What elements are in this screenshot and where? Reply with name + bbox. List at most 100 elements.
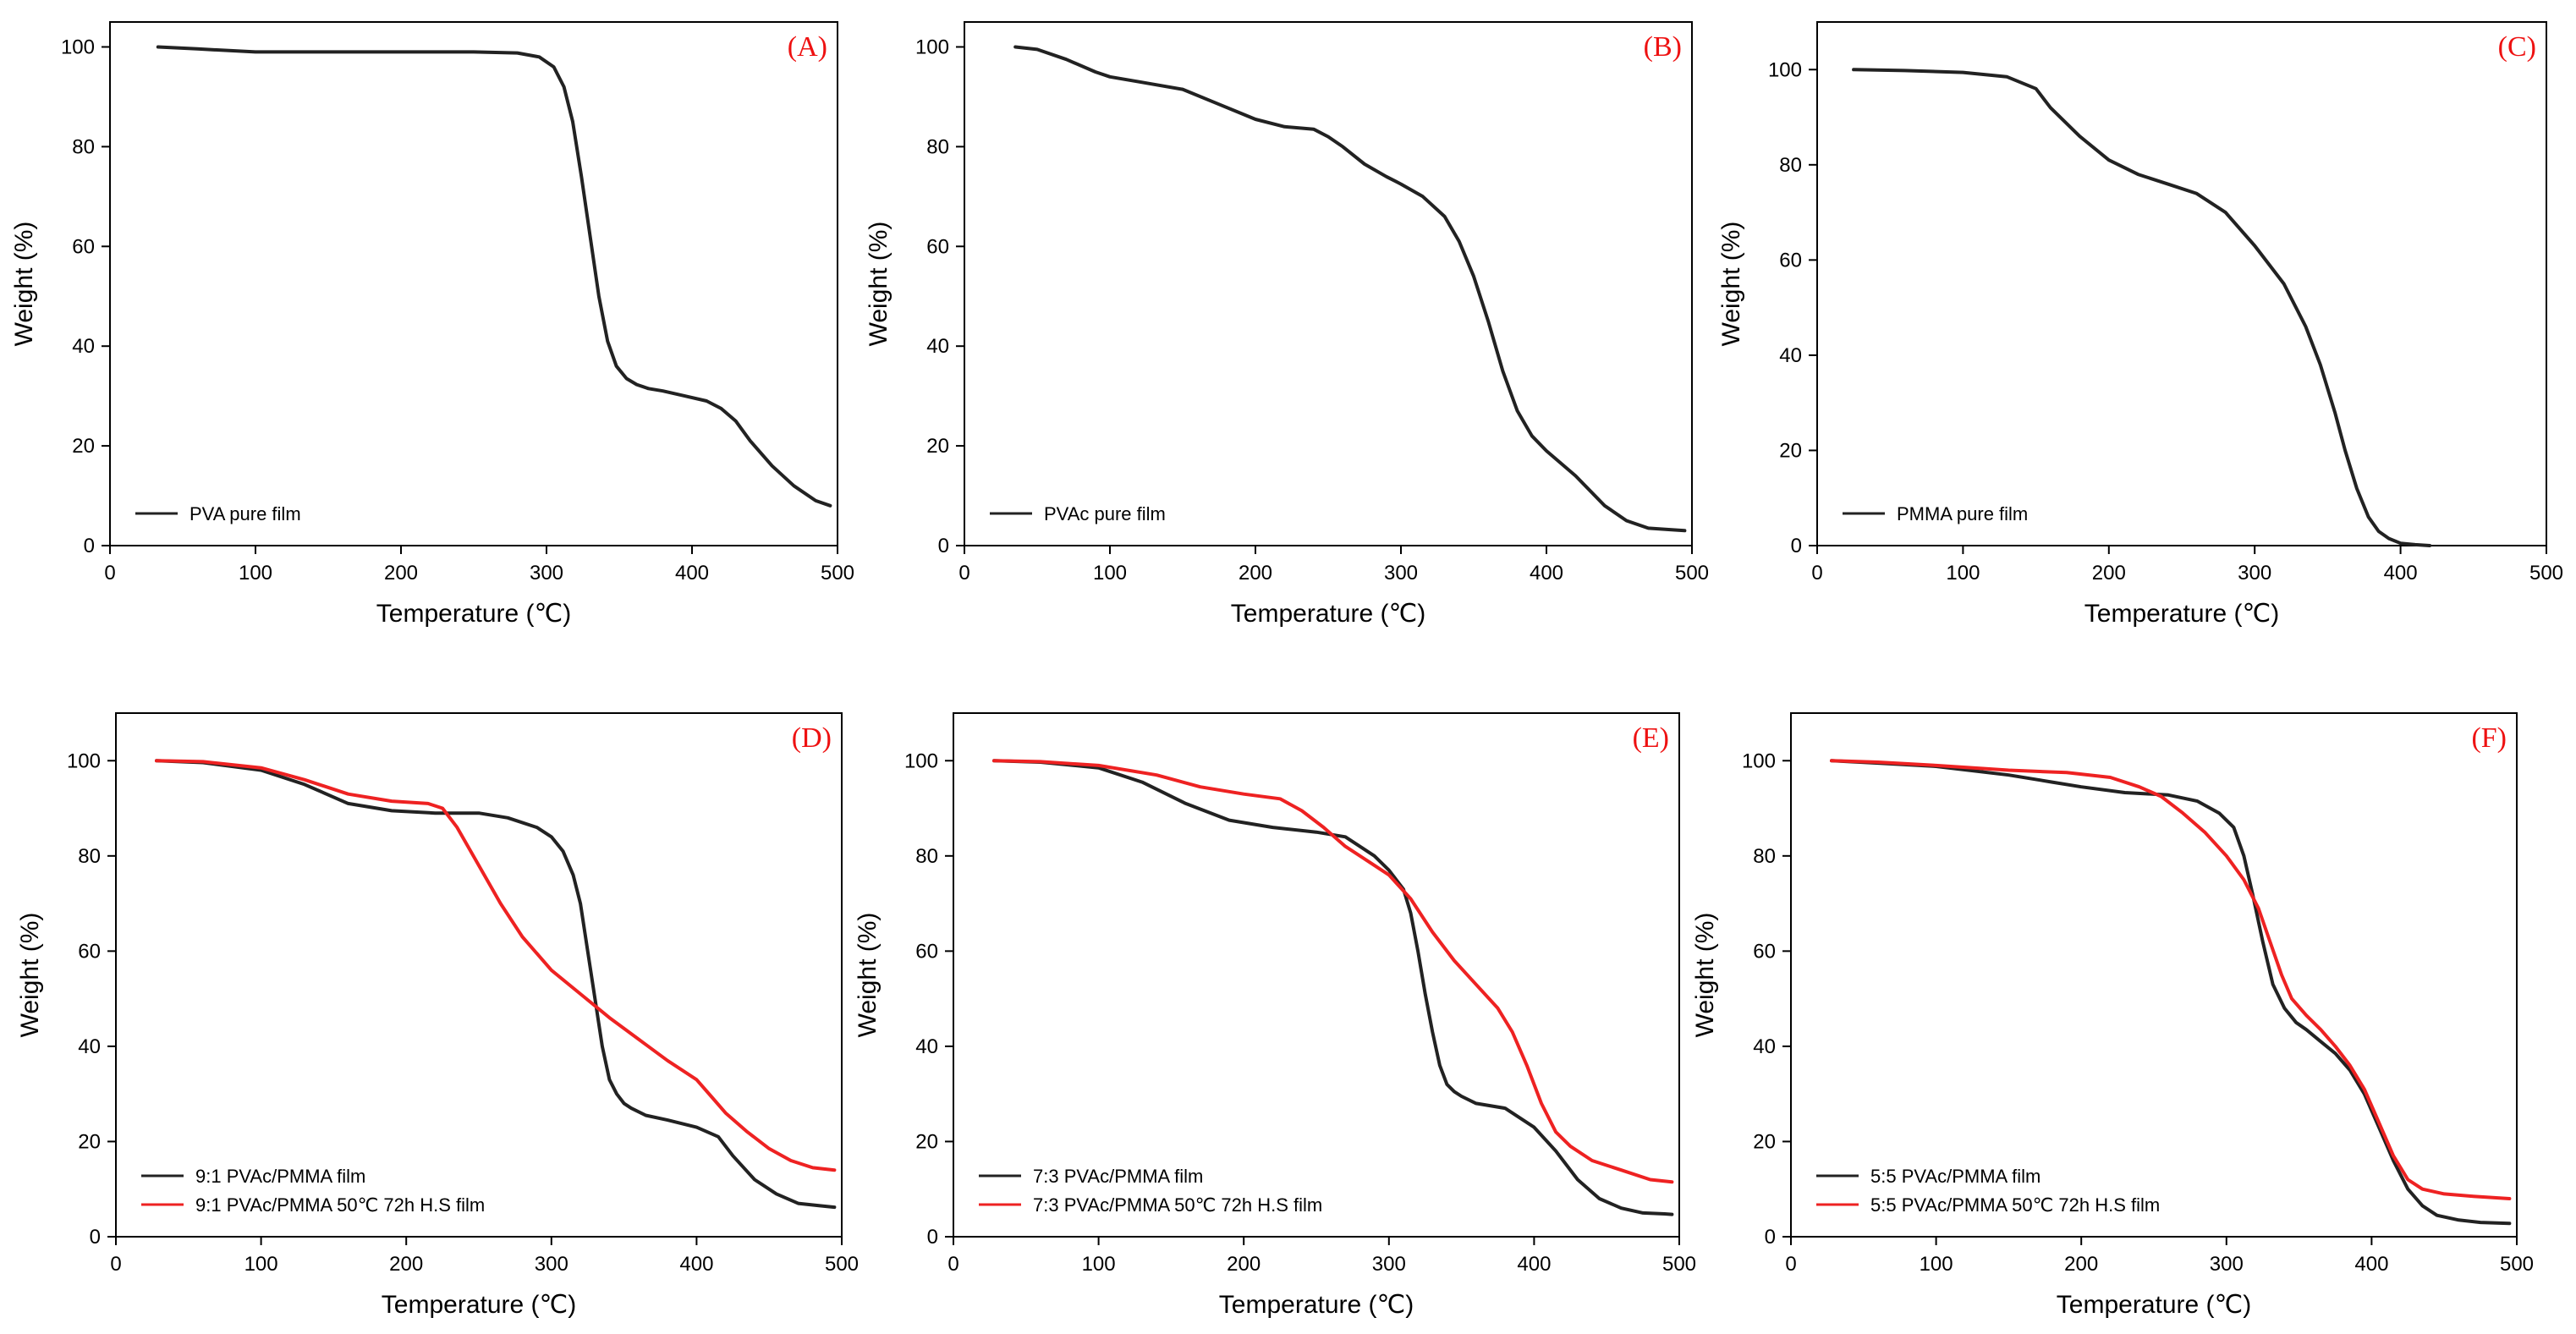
panel-b-xtick-label: 300 [1384,562,1418,585]
panel-a-xtick-label: 400 [675,562,709,585]
panel-a-ytick-label: 100 [61,36,95,58]
panel-d-series-1-line [155,759,837,1210]
panel-e-y-axis-title: Weight (%) [854,913,882,1038]
panel-c-xtick-label: 400 [2384,562,2418,585]
panel-d-xtick-label: 100 [244,1253,278,1276]
panel-f-y-axis-title: Weight (%) [1691,913,1719,1038]
panel-c-x-axis-title: Temperature (℃) [2084,600,2279,628]
panel-d-ytick-label: 80 [78,845,101,868]
panel-e-x-axis-title: Temperature (℃) [1219,1291,1414,1319]
panel-e-series-1-line [992,759,1674,1216]
panel-c-y-axis-title: Weight (%) [1717,222,1745,347]
panel-e-xtick-label: 500 [1662,1253,1696,1276]
panel-c-ytick-label: 20 [1779,439,1802,462]
panel-a-ytick-label: 0 [84,535,95,557]
panel-d-ytick-label: 60 [78,940,101,963]
panel-b-xtick-label: 0 [958,562,969,585]
panel-e-ytick-label: 80 [915,845,938,868]
panel-f-legend-label-1: 5:5 PVAc/PMMA film [1870,1166,2040,1187]
panel-e-ytick-label: 0 [927,1226,938,1249]
panel-a-ytick-label: 40 [72,335,95,358]
panel-a-xtick-label: 100 [239,562,272,585]
panel-d-legend-label-1: 9:1 PVAc/PMMA film [195,1166,365,1187]
panel-d-ytick-label: 100 [67,749,101,772]
panel-e: 0 100 200 300 400 500 0 20 40 60 80 100 Temperature … [854,712,1696,1319]
panel-e-legend-label-1: 7:3 PVAc/PMMA film [1033,1166,1203,1187]
panel-f-label: (F) [2471,722,2507,754]
panel-e-xtick-label: 400 [1517,1253,1551,1276]
panel-f-series-1-line [1830,759,2512,1226]
panel-f-legend-label-2: 5:5 PVAc/PMMA 50℃ 72h H.S film [1870,1194,2160,1216]
panel-a-legend-label-1: PVA pure film [189,503,301,524]
panel-c-ytick-label: 0 [1791,535,1802,557]
panel-a-frame [109,21,838,546]
panel-b-xtick-label: 200 [1239,562,1272,585]
panel-b-series-1-line [1013,45,1687,533]
panel-c-ytick-label: 60 [1779,249,1802,272]
panel-d-xtick-label: 400 [679,1253,713,1276]
panel-d-series-2-line [155,759,837,1172]
panel-e-ytick-label: 100 [904,749,938,772]
panel-c-label: (C) [2498,31,2536,63]
panel-c-series-1-line [1852,68,2432,547]
panel-b-label: (B) [1644,31,1682,63]
panel-b-xtick-label: 500 [1675,562,1709,585]
panel-d-xtick-label: 300 [535,1253,568,1276]
panel-f-ytick-label: 80 [1753,845,1776,868]
panel-a-xtick-label: 200 [384,562,418,585]
panel-f-ytick-label: 20 [1753,1130,1776,1153]
panel-b-legend-label-1: PVAc pure film [1044,503,1166,524]
panel-a-ytick-label: 80 [72,135,95,158]
panel-c-xtick-label: 0 [1811,562,1822,585]
panel-a-xtick-label: 300 [530,562,563,585]
panel-b-xtick-label: 400 [1530,562,1563,585]
panel-c-xtick-label: 100 [1946,562,1980,585]
panel-d-xtick-label: 500 [825,1253,859,1276]
panel-c-xtick-label: 500 [2529,562,2563,585]
panel-d-xtick-label: 200 [389,1253,423,1276]
panel-e-xtick-label: 300 [1372,1253,1406,1276]
panel-b-ytick-label: 20 [926,435,949,458]
panel-b-ytick-label: 100 [915,36,949,58]
panel-e-label: (E) [1633,722,1669,754]
panel-a-series-1-line [156,45,832,508]
panel-d-x-axis-title: Temperature (℃) [382,1291,576,1319]
panel-f-xtick-label: 400 [2354,1253,2388,1276]
panel-e-ytick-label: 60 [915,940,938,963]
panel-d-frame [115,712,843,1238]
panel-f-x-axis-title: Temperature (℃) [2057,1291,2251,1319]
panel-d: 0 100 200 300 400 500 0 20 40 60 80 100 Temperature … [16,712,859,1319]
panel-e-series-2-line [992,759,1674,1184]
panel-f-ytick-label: 0 [1765,1226,1776,1249]
panel-d-ytick-label: 20 [78,1130,101,1153]
panel-f-ytick-label: 60 [1753,940,1776,963]
panel-a-xtick-label: 500 [821,562,854,585]
panel-c-xtick-label: 200 [2092,562,2126,585]
panel-f-xtick-label: 500 [2500,1253,2534,1276]
panel-e-xtick-label: 100 [1082,1253,1116,1276]
panel-d-ytick-label: 0 [90,1226,101,1249]
panel-f-ytick-label: 40 [1753,1035,1776,1058]
panel-c-ytick-label: 80 [1779,154,1802,177]
panel-d-xtick-label: 0 [110,1253,121,1276]
panel-f-xtick-label: 200 [2064,1253,2098,1276]
panel-b-y-axis-title: Weight (%) [865,222,893,347]
panel-c-xtick-label: 300 [2238,562,2271,585]
panel-f-ytick-label: 100 [1742,749,1776,772]
panel-b-xtick-label: 100 [1093,562,1127,585]
panel-a-xtick-label: 0 [104,562,115,585]
panel-f-frame [1790,712,2518,1238]
panel-f-series-2-line [1830,759,2512,1200]
panel-f: 0 100 200 300 400 500 0 20 40 60 80 100 Temperature … [1691,712,2534,1319]
panel-b-ytick-label: 0 [938,535,949,557]
panel-d-label: (D) [792,722,832,754]
panel-e-xtick-label: 0 [947,1253,958,1276]
panel-b-frame [964,21,1693,546]
panel-b-ytick-label: 40 [926,335,949,358]
panel-b: 0 100 200 300 400 500 0 20 40 60 80 100 Temperature … [865,21,1709,628]
panel-d-y-axis-title: Weight (%) [16,913,44,1038]
panel-d-ytick-label: 40 [78,1035,101,1058]
panel-a-ytick-label: 20 [72,435,95,458]
panel-a-label: (A) [788,31,827,63]
